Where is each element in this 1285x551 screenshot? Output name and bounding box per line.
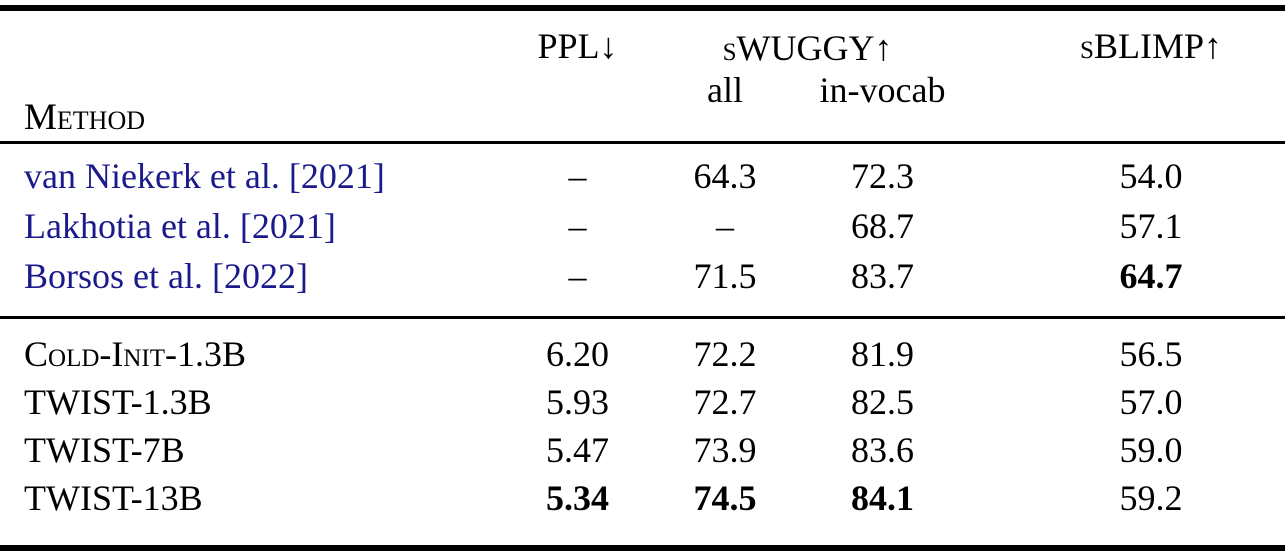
sblimp-label: BLIMP↑ — [1093, 26, 1222, 66]
cell-ppl: 5.47 — [546, 430, 609, 471]
cell-swuggy-all: – — [716, 206, 734, 247]
table-row-twist-13b: TWIST-13B 5.34 74.5 84.1 59.2 — [0, 475, 1285, 548]
sblimp-smallcap-prefix: s — [1080, 26, 1094, 66]
cell-sblimp-best: 64.7 — [1119, 256, 1183, 297]
cell-ppl: – — [568, 156, 587, 197]
cell-ppl: 5.93 — [546, 382, 609, 423]
cell-swuggy-all: 73.9 — [693, 430, 757, 471]
table-row-twist-7b: TWIST-7B 5.47 73.9 83.6 59.0 — [0, 427, 1285, 475]
cell-swuggy-all-best: 74.5 — [693, 478, 757, 519]
method-citation-link[interactable]: van Niekerk et al. [2021] — [24, 156, 385, 197]
column-header-ppl: PPL↓ — [537, 26, 618, 66]
swuggy-label: WUGGY↑ — [736, 28, 893, 69]
cell-ppl: – — [568, 256, 587, 297]
cell-ppl: 6.20 — [546, 334, 609, 375]
proposed-models-section: Cold-Init-1.3B 6.20 72.2 81.9 56.5 TWIST… — [0, 317, 1285, 549]
cited-baselines-section: van Niekerk et al. [2021] – 64.3 72.3 54… — [0, 143, 1285, 318]
cell-sblimp: 59.2 — [1119, 478, 1183, 519]
cell-swuggy-invocab: 81.9 — [851, 334, 914, 375]
method-model-name: TWIST-13B — [24, 478, 203, 519]
cell-sblimp: 57.0 — [1119, 382, 1183, 423]
table-header: Method PPL↓ sWUGGY↑ sBLIMP↑ all in-vocab — [0, 8, 1285, 143]
cell-ppl: – — [568, 206, 587, 247]
cell-swuggy-invocab: 72.3 — [851, 156, 914, 197]
header-row-1: Method PPL↓ sWUGGY↑ sBLIMP↑ — [0, 8, 1285, 138]
cell-swuggy-invocab: 82.5 — [851, 382, 914, 423]
swuggy-smallcap-prefix: s — [722, 28, 737, 69]
table-row-twist-1-3b: TWIST-1.3B 5.93 72.7 82.5 57.0 — [0, 379, 1285, 427]
cell-sblimp: 54.0 — [1119, 156, 1183, 197]
method-citation-link[interactable]: Lakhotia et al. [2021] — [24, 206, 336, 247]
cell-sblimp: 57.1 — [1119, 206, 1183, 247]
cell-ppl-best: 5.34 — [546, 478, 609, 519]
cell-swuggy-invocab: 83.6 — [851, 430, 914, 471]
column-subheader-swuggy-invocab: in-vocab — [819, 70, 946, 110]
method-model-name: TWIST-7B — [24, 430, 185, 471]
cell-swuggy-all: 72.2 — [693, 334, 757, 375]
cell-swuggy-invocab: 68.7 — [851, 206, 914, 247]
column-header-swuggy: sWUGGY↑ — [650, 8, 965, 71]
method-model-name: TWIST-1.3B — [24, 382, 212, 423]
method-citation-link[interactable]: Borsos et al. [2022] — [24, 256, 308, 297]
column-subheader-swuggy-all: all — [707, 70, 743, 110]
method-model-name: Cold-Init-1.3B — [24, 334, 247, 375]
cell-swuggy-all: 72.7 — [693, 382, 757, 423]
column-header-sblimp: sBLIMP↑ — [965, 8, 1285, 143]
cell-swuggy-invocab-best: 84.1 — [851, 478, 914, 519]
cell-swuggy-all: 71.5 — [693, 256, 757, 297]
results-table: Method PPL↓ sWUGGY↑ sBLIMP↑ all in-vocab… — [0, 5, 1285, 551]
column-header-method: Method — [24, 97, 145, 139]
table-row-lakhotia: Lakhotia et al. [2021] – – 68.7 57.1 — [0, 202, 1285, 252]
table-row-cold-init: Cold-Init-1.3B 6.20 72.2 81.9 56.5 — [0, 318, 1285, 380]
cell-sblimp: 59.0 — [1119, 430, 1183, 471]
header-row-2: all in-vocab — [0, 70, 1285, 143]
table-row-van-niekerk: van Niekerk et al. [2021] – 64.3 72.3 54… — [0, 143, 1285, 203]
cell-swuggy-all: 64.3 — [693, 156, 757, 197]
cell-sblimp: 56.5 — [1119, 334, 1183, 375]
cell-swuggy-invocab: 83.7 — [851, 256, 914, 297]
table-row-borsos: Borsos et al. [2022] – 71.5 83.7 64.7 — [0, 252, 1285, 318]
